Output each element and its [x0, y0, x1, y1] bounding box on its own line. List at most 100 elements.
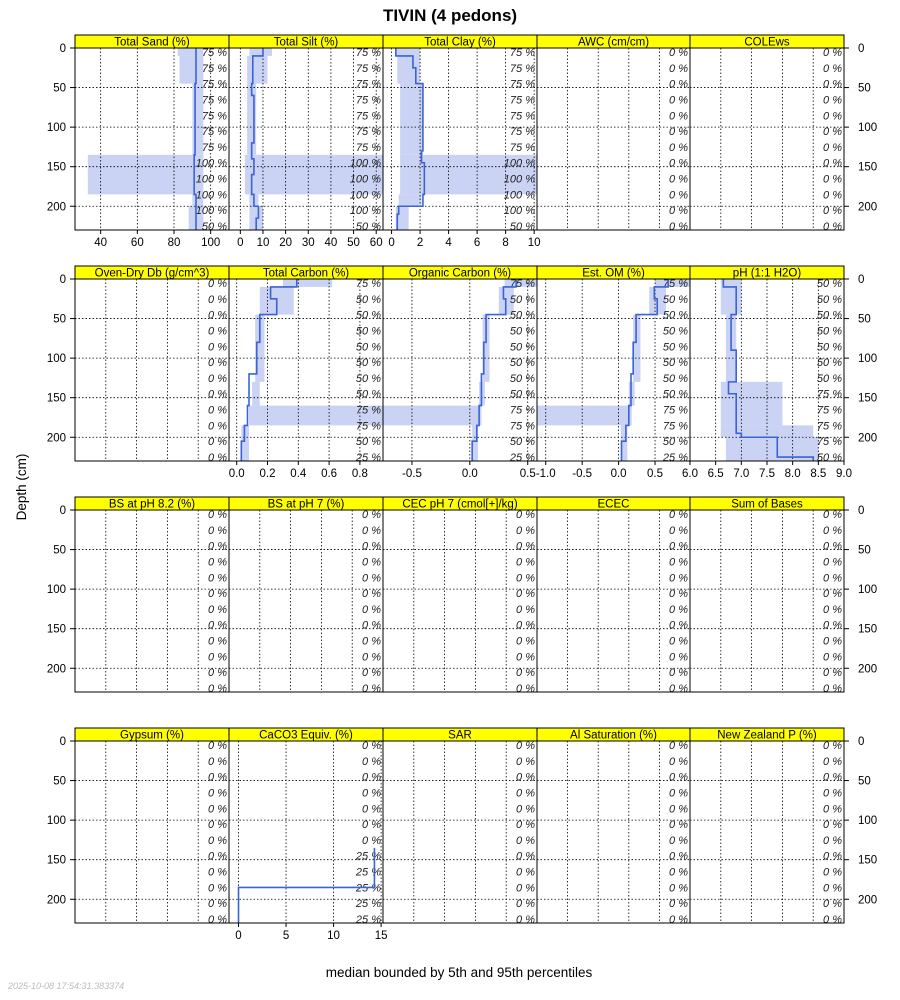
panel-label: Organic Carbon (%) [409, 268, 511, 280]
panel-frame [74, 47, 230, 231]
data-pct-label: 0 % [516, 867, 535, 879]
data-pct-label: 0 % [823, 867, 842, 879]
data-pct-label: 0 % [362, 740, 381, 752]
data-pct-label: 0 % [208, 373, 227, 385]
percentile-band [395, 48, 421, 56]
percentile-band [633, 314, 641, 382]
percentile-band [383, 405, 482, 426]
data-pct-label: 0 % [823, 541, 842, 553]
data-pct-label: 0 % [208, 556, 227, 568]
data-pct-label: 75 % [510, 405, 535, 417]
percentile-band [537, 405, 632, 426]
data-pct-label: 100 % [504, 174, 535, 186]
percentile-band [720, 381, 783, 426]
data-pct-label: 0 % [669, 803, 688, 815]
data-pct-label: 75 % [663, 278, 688, 290]
data-pct-label: 75 % [510, 420, 535, 432]
x-tick-label: 0.5 [520, 468, 536, 480]
data-pct-label: 0 % [669, 541, 688, 553]
data-pct-label: 75 % [663, 405, 688, 417]
x-tick-label: 0 [235, 930, 241, 942]
data-pct-label: 50 % [510, 389, 535, 401]
data-pct-label: 0 % [516, 572, 535, 584]
data-pct-label: 0 % [362, 787, 381, 799]
panel: Organic Carbon (%)75 %50 %50 %50 %50 %50… [382, 265, 538, 480]
data-pct-label: 0 % [208, 620, 227, 632]
data-pct-label: 0 % [823, 756, 842, 768]
y-tick-label: 150 [858, 624, 877, 636]
panel-frame [382, 509, 538, 693]
data-pct-label: 50 % [356, 310, 381, 322]
data-pct-label: 50 % [356, 373, 381, 385]
data-pct-label: 50 % [663, 389, 688, 401]
panel: Sum of Bases 0 % 0 % 0 % 0 % 0 % 0 % 0 % 0 % 0 % 0… [689, 496, 845, 695]
data-pct-label: 0 % [669, 79, 688, 91]
data-pct-label: 75 % [356, 420, 381, 432]
x-tick-label: 30 [302, 237, 315, 249]
data-pct-label: 0 % [208, 914, 227, 926]
data-pct-label: 0 % [823, 572, 842, 584]
data-pct-label: 0 % [516, 651, 535, 663]
panel-frame [689, 47, 845, 231]
data-pct-label: 0 % [823, 205, 842, 217]
y-tick-label: 100 [858, 815, 877, 827]
data-pct-label: 0 % [516, 509, 535, 521]
data-pct-label: 0 % [669, 604, 688, 616]
data-pct-label: 0 % [516, 835, 535, 847]
percentile-band [504, 279, 537, 287]
data-pct-label: 0 % [516, 541, 535, 553]
x-tick-label: 2 [417, 237, 423, 249]
data-pct-label: 0 % [669, 898, 688, 910]
panel: Al Saturation (%) 0 % 0 % 0 % 0 % 0 % 0 % 0 % 0 … [536, 727, 691, 926]
data-pct-label: 0 % [208, 604, 227, 616]
x-tick-label: 10 [327, 930, 340, 942]
data-pct-label: 25 % [509, 452, 535, 464]
y-tick-label: 0 [858, 43, 864, 55]
data-pct-label: 50 % [817, 373, 842, 385]
data-pct-label: 25 % [355, 898, 381, 910]
median-line [193, 48, 197, 230]
panel-frame [228, 740, 384, 924]
x-tick-label: 10 [528, 237, 541, 249]
data-pct-label: 0 % [208, 835, 227, 847]
data-pct-label: 0 % [669, 142, 688, 154]
data-pct-label: 0 % [823, 47, 842, 59]
panel-label: New Zealand P (%) [717, 730, 817, 742]
data-pct-label: 0 % [669, 620, 688, 632]
data-pct-label: 0 % [362, 756, 381, 768]
median-line [471, 279, 517, 461]
panel: New Zealand P (%) 0 % 0 % 0 % 0 % 0 % 0 % 0 % 0 … [689, 727, 845, 926]
data-pct-label: 0 % [208, 389, 227, 401]
y-tick-label: 200 [858, 894, 877, 906]
data-pct-label: 0 % [516, 667, 535, 679]
panel-label: Sum of Bases [731, 499, 803, 511]
data-pct-label: 75 % [202, 63, 227, 75]
data-pct-label: 0 % [208, 651, 227, 663]
data-pct-label: 50 % [663, 357, 688, 369]
data-pct-label: 50 % [663, 325, 688, 337]
data-pct-label: 0 % [208, 819, 227, 831]
percentile-band [255, 314, 265, 382]
data-pct-label: 75 % [356, 405, 381, 417]
data-pct-label: 0 % [669, 63, 688, 75]
data-pct-label: 25 % [355, 914, 381, 926]
percentile-band [241, 425, 250, 461]
y-tick-label: 150 [47, 855, 66, 867]
data-pct-label: 75 % [202, 142, 227, 154]
data-pct-label: 0 % [208, 882, 227, 894]
data-pct-label: 25 % [355, 882, 381, 894]
panel-row-1: Total Sand (%) 75 % 75 % 75 % 75 % 75 % 75 % 75… [47, 34, 877, 249]
y-tick-label: 0 [858, 736, 864, 748]
y-tick-label: 0 [60, 736, 66, 748]
x-tick-label: -1.0 [536, 468, 556, 480]
data-pct-label: 0 % [823, 787, 842, 799]
data-pct-label: 0 % [823, 604, 842, 616]
y-tick-label: 0 [858, 505, 864, 517]
data-pct-label: 75 % [817, 389, 842, 401]
panel: COLEws 0 % 0 % 0 % 0 % 0 % 0 % 0 % 0 % 0 % 0 % 0 % 0… [689, 34, 845, 233]
percentile-band [482, 314, 490, 382]
y-tick-label: 200 [858, 432, 877, 444]
data-pct-label: 50 % [356, 221, 381, 233]
data-pct-label: 0 % [208, 867, 227, 879]
data-pct-label: 0 % [823, 525, 842, 537]
